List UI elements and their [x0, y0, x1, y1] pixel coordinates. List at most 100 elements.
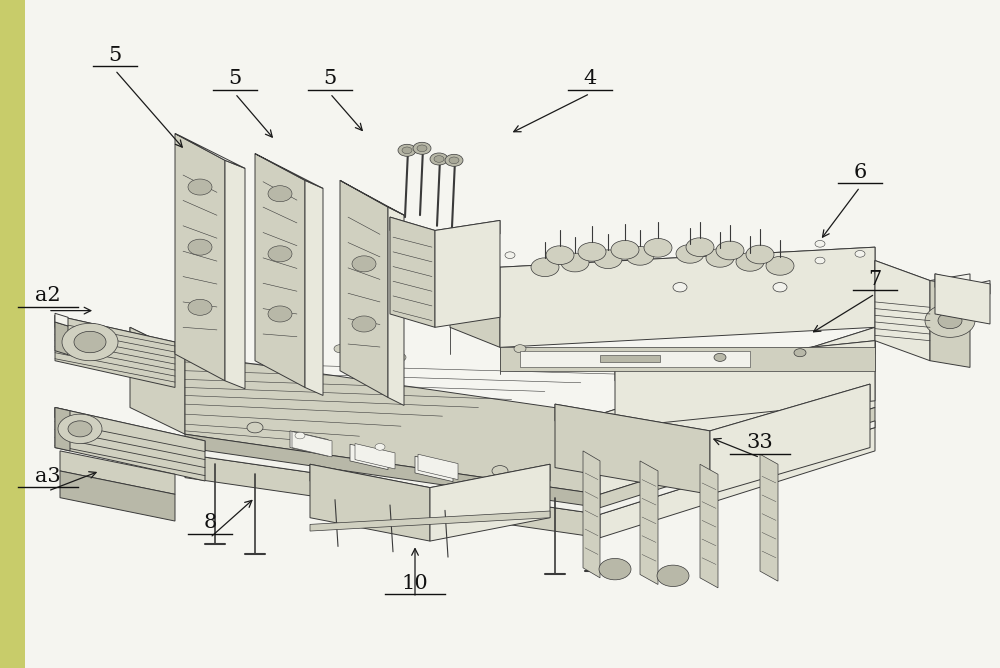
Circle shape: [706, 248, 734, 267]
Circle shape: [657, 565, 689, 587]
Circle shape: [815, 240, 825, 247]
Polygon shape: [450, 247, 875, 294]
Polygon shape: [435, 220, 500, 327]
Polygon shape: [390, 217, 500, 244]
Polygon shape: [600, 355, 660, 362]
Circle shape: [295, 432, 305, 439]
Polygon shape: [615, 341, 875, 381]
Polygon shape: [350, 444, 388, 470]
Polygon shape: [600, 428, 875, 538]
Polygon shape: [175, 134, 245, 168]
Bar: [0, 0, 25, 668]
Polygon shape: [555, 404, 710, 494]
Circle shape: [766, 257, 794, 275]
Circle shape: [505, 252, 515, 259]
Polygon shape: [500, 347, 875, 371]
Polygon shape: [185, 421, 875, 514]
Polygon shape: [185, 354, 600, 494]
Polygon shape: [55, 313, 68, 326]
Circle shape: [815, 257, 825, 264]
Polygon shape: [355, 444, 395, 469]
Polygon shape: [310, 464, 430, 541]
Circle shape: [561, 253, 589, 272]
Text: a2: a2: [35, 287, 61, 305]
Circle shape: [188, 239, 212, 255]
Polygon shape: [615, 341, 875, 428]
Circle shape: [274, 335, 286, 343]
Polygon shape: [292, 432, 332, 457]
Circle shape: [736, 253, 764, 271]
Circle shape: [402, 147, 412, 154]
Circle shape: [714, 353, 726, 361]
Circle shape: [214, 333, 226, 341]
Circle shape: [413, 142, 431, 154]
Circle shape: [188, 299, 212, 315]
Polygon shape: [520, 351, 750, 367]
Polygon shape: [55, 322, 68, 355]
Polygon shape: [130, 327, 185, 434]
Circle shape: [599, 558, 631, 580]
Circle shape: [492, 466, 508, 476]
Circle shape: [676, 244, 704, 263]
Polygon shape: [415, 456, 453, 482]
Text: 5: 5: [228, 69, 242, 88]
Polygon shape: [930, 281, 970, 367]
Polygon shape: [340, 180, 404, 215]
Text: 7: 7: [868, 270, 882, 289]
Polygon shape: [60, 451, 175, 494]
Polygon shape: [310, 464, 550, 504]
Polygon shape: [875, 261, 970, 294]
Text: 6: 6: [853, 163, 867, 182]
Circle shape: [430, 153, 448, 165]
Polygon shape: [875, 261, 930, 361]
Circle shape: [716, 241, 744, 260]
Circle shape: [449, 157, 459, 164]
Circle shape: [925, 304, 975, 337]
Circle shape: [578, 242, 606, 261]
Polygon shape: [430, 464, 550, 541]
Circle shape: [394, 353, 406, 361]
Polygon shape: [130, 327, 875, 441]
Circle shape: [938, 313, 962, 329]
Polygon shape: [390, 217, 435, 327]
Polygon shape: [583, 451, 600, 578]
Polygon shape: [760, 454, 778, 581]
Circle shape: [58, 414, 102, 444]
Circle shape: [673, 283, 687, 292]
Circle shape: [855, 250, 865, 257]
Circle shape: [352, 256, 376, 272]
Circle shape: [247, 422, 263, 433]
Text: a3: a3: [35, 467, 61, 486]
Polygon shape: [55, 407, 205, 451]
Polygon shape: [640, 461, 658, 584]
Polygon shape: [185, 434, 600, 514]
Circle shape: [531, 258, 559, 277]
Circle shape: [268, 186, 292, 202]
Polygon shape: [55, 407, 70, 451]
Circle shape: [352, 316, 376, 332]
Polygon shape: [175, 134, 225, 381]
Circle shape: [62, 323, 118, 361]
Circle shape: [398, 144, 416, 156]
Text: 33: 33: [747, 434, 773, 452]
Circle shape: [434, 156, 444, 162]
Polygon shape: [255, 154, 305, 387]
Circle shape: [74, 331, 106, 353]
Circle shape: [746, 245, 774, 264]
Circle shape: [686, 238, 714, 257]
Polygon shape: [60, 471, 175, 521]
Circle shape: [445, 154, 463, 166]
Circle shape: [334, 345, 346, 353]
Polygon shape: [500, 247, 875, 347]
Circle shape: [268, 246, 292, 262]
Circle shape: [773, 283, 787, 292]
Circle shape: [644, 238, 672, 257]
Polygon shape: [305, 180, 323, 395]
Text: 8: 8: [203, 514, 217, 532]
Polygon shape: [388, 207, 404, 405]
Polygon shape: [450, 247, 500, 347]
Polygon shape: [935, 274, 990, 297]
Circle shape: [375, 444, 385, 450]
Circle shape: [546, 246, 574, 265]
Polygon shape: [225, 160, 245, 389]
